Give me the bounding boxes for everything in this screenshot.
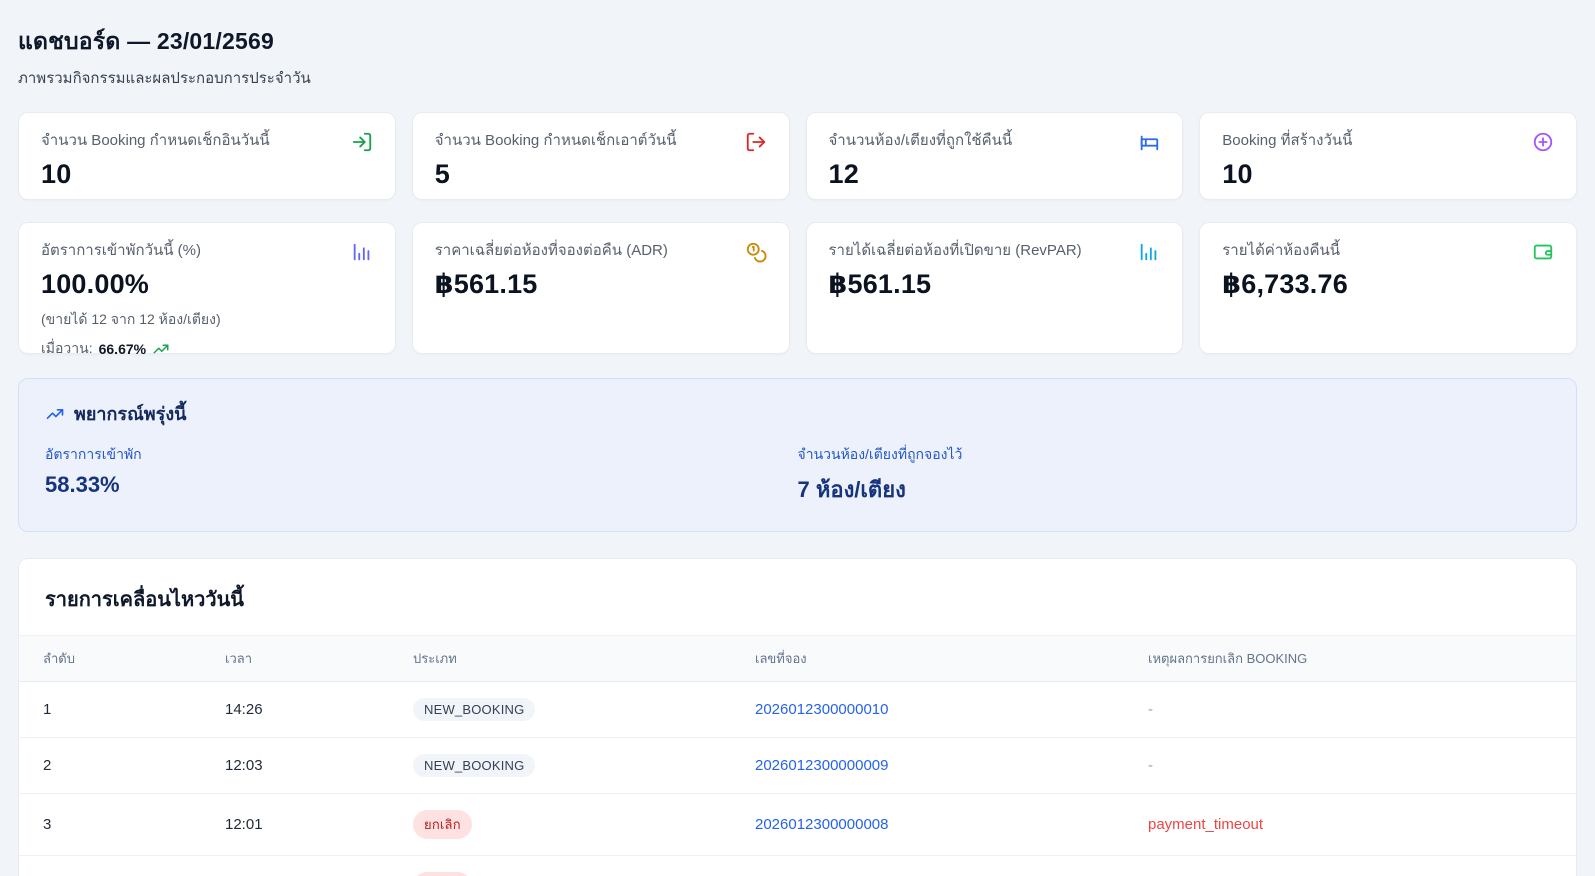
kpi-label: รายได้ค่าห้องคืนนี้ (1222, 242, 1341, 259)
time-cell: 14:26 (201, 681, 389, 738)
kpi-value: ฿6,733.76 (1222, 269, 1348, 299)
kpi-yesterday: เมื่อวาน: 66.67% (41, 338, 373, 360)
type-badge: ยกเลิก (413, 872, 472, 876)
kpi-value: ฿561.15 (828, 269, 932, 299)
time-cell: 12:00 (201, 855, 389, 876)
activity-section: รายการเคลื่อนไหววันนี้ ลำดับ เวลา ประเภท… (18, 558, 1577, 876)
kpi-card-checkouts-today: จำนวน Booking กำหนดเช็กเอาต์วันนี้ 5 (411, 112, 790, 200)
kpi-row-1: จำนวน Booking กำหนดเช็กอินวันนี้ 10 จำนว… (18, 112, 1577, 200)
column-header-type: ประเภท (389, 635, 731, 682)
seq-cell: 2 (19, 737, 201, 794)
kpi-value: 100.00% (41, 269, 149, 299)
seq-cell: 4 (19, 855, 201, 876)
time-cell: 12:01 (201, 793, 389, 856)
kpi-card-adr: ราคาเฉลี่ยต่อห้องที่จองต่อคืน (ADR) ฿561… (411, 222, 790, 354)
kpi-card-revpar: รายได้เฉลี่ยต่อห้องที่เปิดขาย (RevPAR) ฿… (805, 222, 1184, 354)
table-row: 2 12:03 NEW_BOOKING 2026012300000009 - (19, 737, 1576, 794)
forecast-title: พยากรณ์พรุ่งนี้ (45, 399, 1550, 428)
cancel-reason: payment_timeout (1148, 816, 1264, 833)
kpi-card-checkins-today: จำนวน Booking กำหนดเช็กอินวันนี้ 10 (18, 112, 396, 200)
trending-up-icon (45, 404, 65, 424)
booking-number-link[interactable]: 2026012300000009 (755, 757, 889, 774)
table-row: 4 12:00 ยกเลิก 2026012300000006 payment_… (19, 855, 1576, 876)
page-subtitle: ภาพรวมกิจกรรมและผลประกอบการประจำวัน (18, 70, 311, 87)
coins-icon (745, 241, 767, 263)
forecast-value: 58.33% (45, 472, 120, 497)
kpi-value: 12 (828, 159, 859, 189)
table-row: 3 12:01 ยกเลิก 2026012300000008 payment_… (19, 793, 1576, 856)
seq-cell: 1 (19, 681, 201, 738)
bed-icon (1138, 131, 1160, 153)
forecast-label: จำนวนห้อง/เตียงที่ถูกจองไว้ (797, 446, 963, 462)
column-header-cancel-reason: เหตุผลการยกเลิก BOOKING (1124, 635, 1576, 682)
forecast-label: อัตราการเข้าพัก (45, 446, 142, 462)
time-cell: 12:03 (201, 737, 389, 794)
kpi-label: Booking ที่สร้างวันนี้ (1222, 132, 1353, 149)
bar-chart-icon (351, 241, 373, 263)
cancel-reason: - (1148, 701, 1153, 718)
type-badge: NEW_BOOKING (413, 698, 536, 721)
bar-chart-icon (1138, 241, 1160, 263)
table-header-row: ลำดับ เวลา ประเภท เลขที่จอง เหตุผลการยกเ… (19, 635, 1576, 682)
forecast-panel: พยากรณ์พรุ่งนี้ อัตราการเข้าพัก 58.33% จ… (18, 378, 1577, 532)
kpi-card-room-revenue-tonight: รายได้ค่าห้องคืนนี้ ฿6,733.76 (1199, 222, 1577, 354)
kpi-label: จำนวน Booking กำหนดเช็กเอาต์วันนี้ (434, 132, 677, 149)
seq-cell: 3 (19, 793, 201, 856)
type-badge: ยกเลิก (413, 810, 472, 839)
type-badge: NEW_BOOKING (413, 754, 536, 777)
kpi-label: จำนวน Booking กำหนดเช็กอินวันนี้ (41, 132, 270, 149)
kpi-card-bookings-created-today: Booking ที่สร้างวันนี้ 10 (1199, 112, 1577, 200)
kpi-label: รายได้เฉลี่ยต่อห้องที่เปิดขาย (RevPAR) (828, 242, 1082, 259)
kpi-value: 5 (434, 159, 450, 189)
log-out-icon (745, 131, 767, 153)
activity-title: รายการเคลื่อนไหววันนี้ (45, 589, 244, 611)
forecast-rooms-booked: จำนวนห้อง/เตียงที่ถูกจองไว้ 7 ห้อง/เตียง (798, 444, 1551, 507)
kpi-value: 10 (1222, 159, 1253, 189)
forecast-occupancy: อัตราการเข้าพัก 58.33% (45, 444, 798, 507)
column-header-time: เวลา (201, 635, 389, 682)
cancel-reason: - (1148, 757, 1153, 774)
yesterday-label: เมื่อวาน: (41, 340, 93, 356)
kpi-card-occupancy-rate: อัตราการเข้าพักวันนี้ (%) 100.00% (ขายได… (18, 222, 396, 357)
kpi-label: จำนวนห้อง/เตียงที่ถูกใช้คืนนี้ (828, 132, 1013, 149)
column-header-booking-no: เลขที่จอง (731, 635, 1124, 682)
kpi-row-2: อัตราการเข้าพักวันนี้ (%) 100.00% (ขายได… (18, 222, 1577, 357)
plus-circle-icon (1532, 131, 1554, 153)
booking-number-link[interactable]: 2026012300000008 (755, 816, 889, 833)
activity-table: ลำดับ เวลา ประเภท เลขที่จอง เหตุผลการยกเ… (19, 635, 1576, 876)
log-in-icon (351, 131, 373, 153)
kpi-subtext: (ขายได้ 12 จาก 12 ห้อง/เตียง) (41, 311, 221, 327)
forecast-value: 7 ห้อง/เตียง (797, 477, 906, 502)
trending-up-icon (152, 340, 170, 358)
kpi-label: อัตราการเข้าพักวันนี้ (%) (41, 242, 201, 259)
page-title: แดชบอร์ด — 23/01/2569 (18, 28, 274, 54)
booking-number-link[interactable]: 2026012300000010 (755, 701, 889, 718)
forecast-title-text: พยากรณ์พรุ่งนี้ (74, 404, 187, 424)
table-row: 1 14:26 NEW_BOOKING 2026012300000010 - (19, 681, 1576, 738)
kpi-card-rooms-occupied-tonight: จำนวนห้อง/เตียงที่ถูกใช้คืนนี้ 12 (805, 112, 1184, 200)
kpi-value: 10 (41, 159, 72, 189)
column-header-seq: ลำดับ (19, 635, 201, 682)
wallet-icon (1532, 241, 1554, 263)
kpi-label: ราคาเฉลี่ยต่อห้องที่จองต่อคืน (ADR) (434, 242, 668, 259)
yesterday-value: 66.67% (98, 341, 147, 357)
kpi-value: ฿561.15 (434, 269, 538, 299)
page-header: แดชบอร์ด — 23/01/2569 ภาพรวมกิจกรรมและผล… (18, 24, 1577, 90)
